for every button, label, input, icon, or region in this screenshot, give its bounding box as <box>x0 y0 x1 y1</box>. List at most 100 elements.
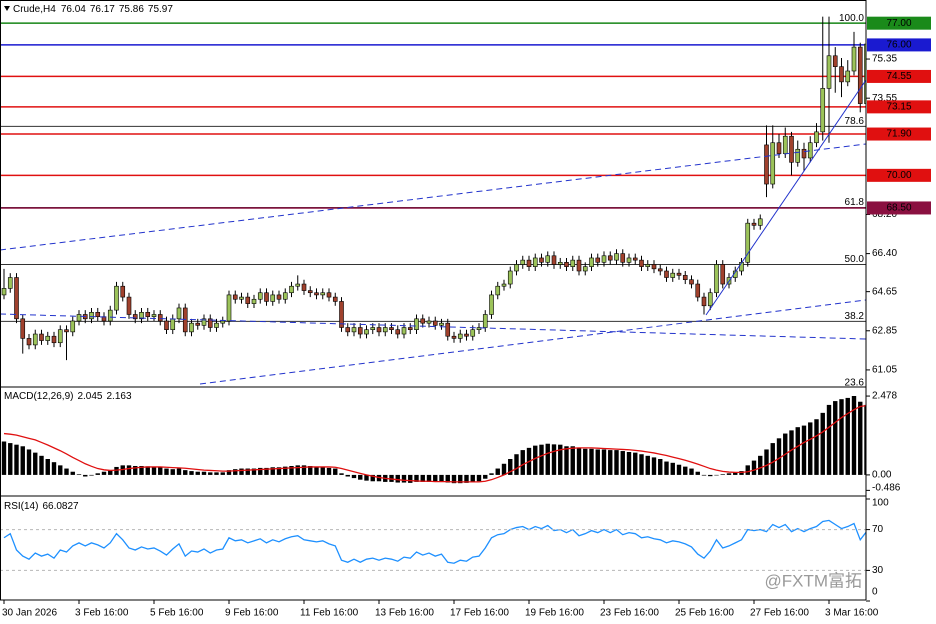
fib-label: 100.0 <box>839 13 864 24</box>
candle-body <box>551 255 557 265</box>
macd-bar <box>408 474 413 483</box>
macd-bar <box>483 474 488 479</box>
candle-body <box>176 307 182 320</box>
candle-body <box>782 135 788 154</box>
candle-body <box>26 338 32 346</box>
candle-body <box>351 327 357 333</box>
candle-body <box>745 222 751 263</box>
candle-body <box>714 264 719 294</box>
macd-bar <box>564 446 569 475</box>
macd-bar <box>58 465 63 475</box>
macd-bar <box>401 474 407 483</box>
symbol-title: Crude,H4 <box>13 4 56 15</box>
candle-body <box>776 142 782 154</box>
y-tick-label: 68.20 <box>872 209 897 220</box>
candle-body <box>807 142 813 159</box>
level-tag <box>867 16 931 30</box>
candle-body <box>439 322 444 326</box>
axes: 75.35 73.55 68.20 66.40 64.65 62.85 61.05 100.0… <box>0 13 931 619</box>
candle-body <box>639 259 644 267</box>
candle-body <box>157 314 163 322</box>
macd-bar <box>589 448 594 475</box>
macd-bar <box>333 468 338 475</box>
candle-body <box>432 320 438 326</box>
candle-body <box>195 322 201 326</box>
candle-body <box>139 312 144 320</box>
candle-body <box>770 142 776 185</box>
macd-bar <box>414 474 419 482</box>
macd-bar <box>33 452 38 475</box>
macd-bar <box>226 470 232 475</box>
candle-body <box>51 335 57 344</box>
candle-body <box>757 218 763 226</box>
candle-body <box>457 333 463 339</box>
macd-bar <box>814 419 819 475</box>
candle-body <box>314 292 319 296</box>
signal-line <box>3 404 866 483</box>
candle-body <box>70 320 76 333</box>
macd-bar <box>489 473 494 475</box>
candle-body <box>414 318 419 330</box>
macd-bar <box>276 467 282 475</box>
candle-body <box>507 270 513 285</box>
candle-body <box>626 257 632 263</box>
macd-bar <box>520 450 525 475</box>
macd-bar <box>839 399 844 475</box>
candle-body <box>107 309 113 322</box>
macd-bar <box>770 443 775 475</box>
macd-bar <box>595 449 600 475</box>
macd-bar <box>264 467 269 475</box>
macd-bar <box>114 466 119 475</box>
candle-body <box>276 294 282 300</box>
candle-body <box>576 259 582 272</box>
macd-bar <box>820 412 825 475</box>
candle-body <box>182 307 188 333</box>
candle-body <box>357 327 363 335</box>
candle-body <box>501 283 507 287</box>
candle-body <box>801 148 807 159</box>
x-tick-label: 13 Feb 16:00 <box>375 608 434 619</box>
macd-bar <box>545 443 550 475</box>
macd-bar <box>170 469 175 475</box>
candle-body <box>476 327 482 330</box>
macd-bar <box>351 474 357 479</box>
candle-body <box>851 46 857 72</box>
macd-bar <box>301 465 307 475</box>
level-tag <box>867 127 931 141</box>
y-tick-label: 2.478 <box>872 391 897 402</box>
macd-bar <box>201 471 207 475</box>
macd-bar <box>720 474 725 475</box>
macd-bar <box>358 474 363 480</box>
candle-body <box>232 294 238 300</box>
macd-bar <box>139 466 144 475</box>
y-tick-label: 0 <box>872 587 878 598</box>
macd-bar <box>251 468 257 475</box>
candle-body <box>820 88 826 133</box>
level-tag-label: 74.55 <box>886 71 911 82</box>
candle-body <box>682 275 688 280</box>
candle-body <box>207 318 213 328</box>
rsi-pane <box>3 519 866 564</box>
macd-bar <box>745 465 750 475</box>
level-tag <box>867 38 931 52</box>
macd-bar <box>733 472 738 475</box>
candle-body <box>489 294 494 315</box>
candle-body <box>839 66 844 83</box>
macd-bar <box>395 474 400 483</box>
x-tick-label: 19 Feb 16:00 <box>525 608 584 619</box>
candle-body <box>564 262 569 267</box>
candle-body <box>245 296 251 304</box>
candle-body <box>376 327 382 333</box>
macd-bar <box>239 468 244 475</box>
macd-bar <box>633 452 638 475</box>
candle-body <box>789 135 794 163</box>
last-close: 75.97 <box>148 4 173 15</box>
macd-bar <box>345 474 350 477</box>
menu-arrow[interactable] <box>4 6 10 11</box>
candle-body <box>864 43 866 104</box>
macd-bar <box>614 450 619 475</box>
candle-body <box>339 301 344 328</box>
candle-body <box>326 292 332 298</box>
candle-body <box>607 255 613 261</box>
